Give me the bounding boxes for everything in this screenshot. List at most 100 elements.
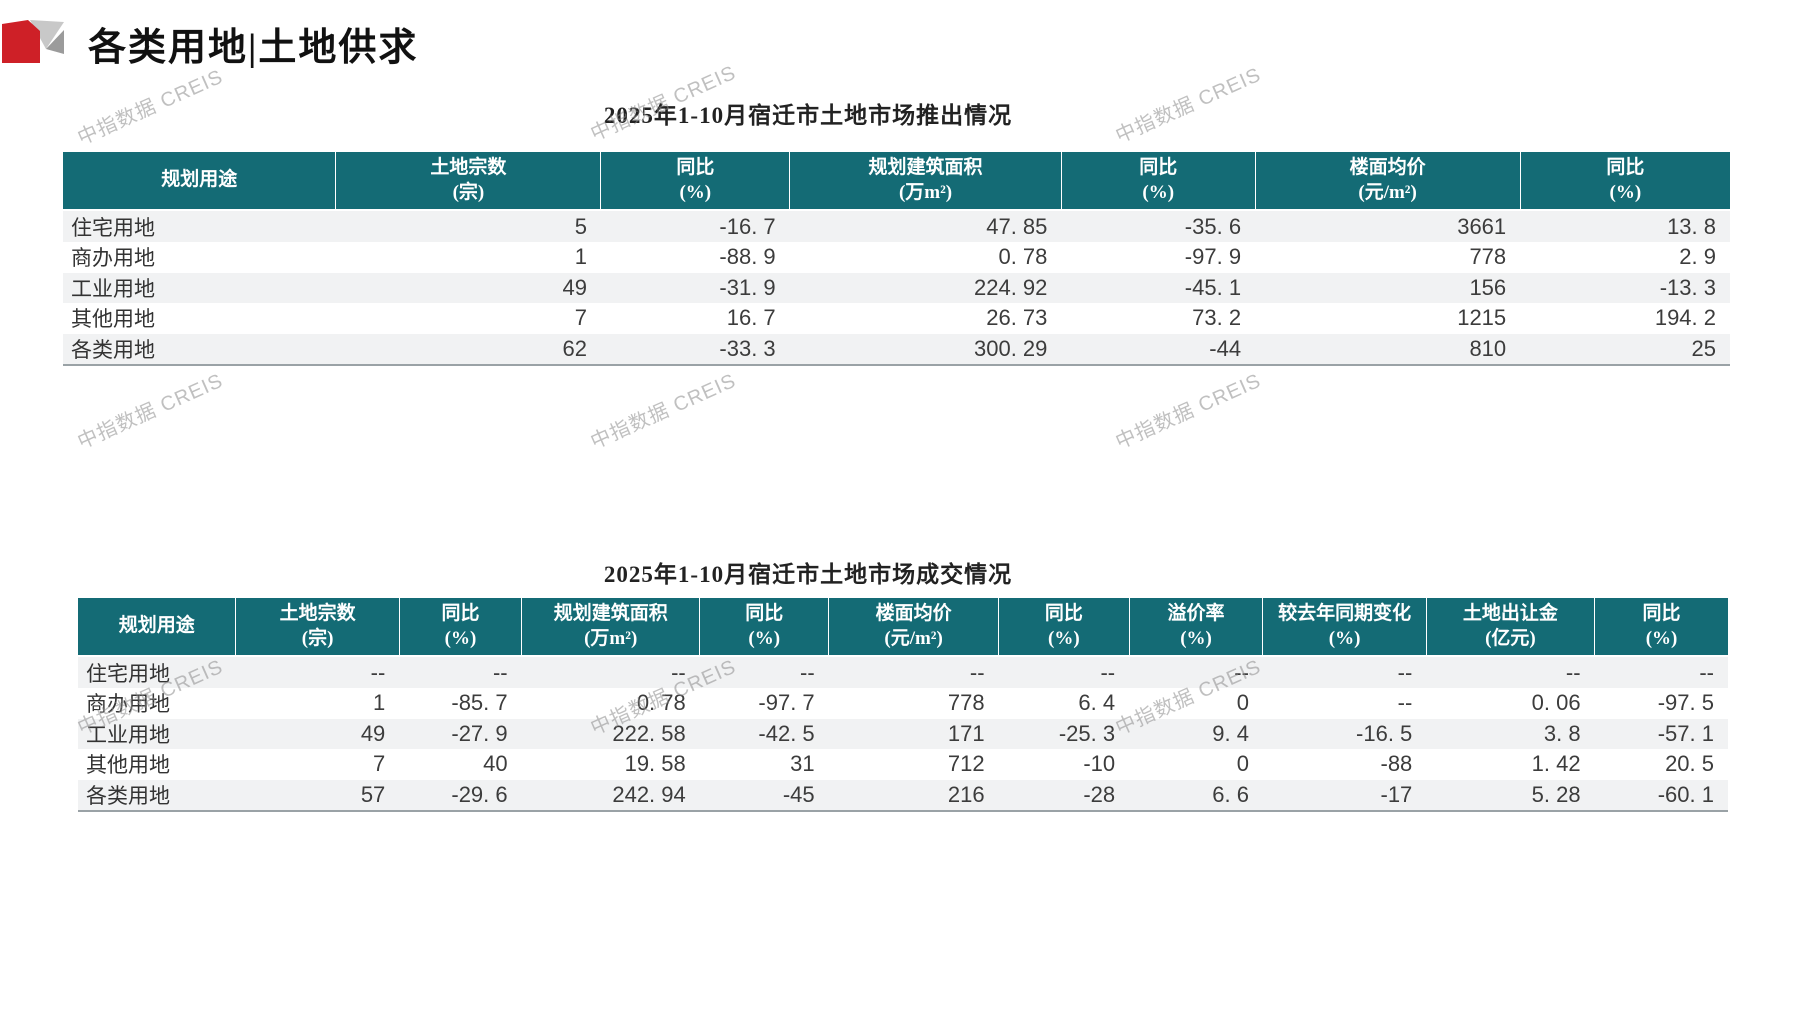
table-row: 工业用地 49 -31. 9 224. 92 -45. 1 156 -13. 3 <box>63 272 1730 304</box>
cell-value: 16. 7 <box>726 305 776 331</box>
row-label: 住宅用地 <box>78 656 236 688</box>
row-label: 各类用地 <box>63 333 336 366</box>
cell-value: 7 <box>373 751 386 777</box>
cell-value: 0. 06 <box>1531 690 1581 716</box>
cell-value: -97. 7 <box>758 690 815 716</box>
page-title: 各类用地|土地供求 <box>88 27 419 69</box>
page-header: 各类用地|土地供求 <box>0 14 900 69</box>
cell-value: 73. 2 <box>1192 305 1242 331</box>
cell-value: -- <box>1262 656 1427 688</box>
cell-value: 171 <box>828 718 999 750</box>
watermark: 中指数据 CREIS <box>1112 369 1265 454</box>
cell-value: -- <box>399 656 522 688</box>
cell-value: 1215 <box>1457 305 1507 331</box>
cell-value: 0 <box>1236 751 1249 777</box>
watermark: 中指数据 CREIS <box>587 369 740 454</box>
column-header: 同比 (%) <box>1061 152 1256 212</box>
row-label: 工业用地 <box>63 272 336 304</box>
deal-table-grid: 规划用途 土地宗数 (宗) 同比 (%) 规划建筑面积 (万m²) 同比 (%) 楼面均价 (元/m… <box>78 598 1728 813</box>
cell-value: 7 <box>574 305 587 331</box>
cell-value: -10 <box>1083 751 1116 777</box>
supply-table-title: 2025年1-10月宿迁市土地市场推出情况 <box>603 103 1013 128</box>
column-header: 规划用途 <box>78 598 237 658</box>
cell-value: 1 <box>574 244 587 270</box>
cell-value: 40 <box>483 751 508 777</box>
cell-value: 62 <box>335 333 601 366</box>
cell-value: -57. 1 <box>1594 718 1728 750</box>
column-header: 规划建筑面积 (万m²) <box>789 152 1062 212</box>
column-header: 同比 (%) <box>399 598 523 658</box>
cell-value: -16. 7 <box>600 210 790 242</box>
cell-value: -13. 3 <box>1520 272 1730 304</box>
cell-value: 0 <box>1236 690 1249 716</box>
cell-value: -- <box>235 656 400 688</box>
row-label: 其他用地 <box>86 753 170 778</box>
column-header: 土地出让金 (亿元) <box>1426 598 1596 658</box>
cell-value: -- <box>1426 656 1595 688</box>
table-row: 商办用地 1 -85. 7 0. 78 -97. 7 778 6. 4 0 -- 0. 06 -97… <box>78 688 1728 719</box>
cell-value: 57 <box>235 779 400 812</box>
cell-value: 194. 2 <box>1654 305 1716 331</box>
cell-value: 3661 <box>1255 210 1521 242</box>
cell-value: -42. 5 <box>699 718 829 750</box>
cell-value: -- <box>998 656 1130 688</box>
cell-value: 224. 92 <box>789 272 1062 304</box>
cell-value: 47. 85 <box>789 210 1062 242</box>
cell-value: 5 <box>335 210 601 242</box>
cell-value: -- <box>1397 690 1413 716</box>
column-header: 同比 (%) <box>998 598 1130 658</box>
cell-value: 712 <box>947 751 985 777</box>
cell-value: 5. 28 <box>1426 779 1595 812</box>
deal-table-title: 2025年1-10月宿迁市土地市场成交情况 <box>603 562 1013 587</box>
cell-value: 31 <box>790 751 815 777</box>
table-row: 住宅用地 -- -- -- -- -- -- -- -- -- -- <box>78 656 1728 688</box>
column-header: 较去年同期变化 (%) <box>1262 598 1427 658</box>
cell-value: 6. 4 <box>1078 690 1116 716</box>
table-row: 其他用地 7 40 19. 58 31 712 -10 0 -88 1. 42 20. 5 <box>78 749 1728 780</box>
cell-value: 9. 4 <box>1129 718 1263 750</box>
creis-logo-icon <box>2 20 64 63</box>
cell-value: 3. 8 <box>1426 718 1595 750</box>
column-header: 同比 (%) <box>600 152 791 212</box>
column-header: 溢价率 (%) <box>1129 598 1264 658</box>
deal-header-row: 规划用途 土地宗数 (宗) 同比 (%) 规划建筑面积 (万m²) 同比 (%) 楼面均价 (元/m… <box>78 598 1728 658</box>
cell-value: -85. 7 <box>451 690 508 716</box>
column-header: 规划用途 <box>63 152 337 212</box>
supply-table-grid: 规划用途 土地宗数 (宗) 同比 (%) 规划建筑面积 (万m²) 同比 (%) 楼面均价 (元/m… <box>63 152 1730 367</box>
cell-value: 0. 78 <box>998 244 1048 270</box>
cell-value: 810 <box>1255 333 1521 366</box>
cell-value: -60. 1 <box>1594 779 1728 812</box>
table-row: 各类用地 57 -29. 6 242. 94 -45 216 -28 6. 6 -17 5. 28… <box>78 779 1728 812</box>
row-label: 其他用地 <box>71 307 155 332</box>
deal-table: 规划用途 土地宗数 (宗) 同比 (%) 规划建筑面积 (万m²) 同比 (%) 楼面均价 (元/m… <box>78 598 1728 813</box>
cell-value: 242. 94 <box>521 779 700 812</box>
column-header: 同比 (%) <box>699 598 830 658</box>
table-row: 工业用地 49 -27. 9 222. 58 -42. 5 171 -25. 3 9. 4 -1… <box>78 718 1728 750</box>
cell-value: 216 <box>828 779 999 812</box>
cell-value: -25. 3 <box>998 718 1130 750</box>
table-row: 各类用地 62 -33. 3 300. 29 -44 810 25 <box>63 333 1730 366</box>
cell-value: 778 <box>1469 244 1507 270</box>
row-label: 住宅用地 <box>63 210 336 242</box>
cell-value: -- <box>828 656 999 688</box>
cell-value: 6. 6 <box>1129 779 1263 812</box>
cell-value: -- <box>1129 656 1263 688</box>
watermark: 中指数据 CREIS <box>74 369 227 454</box>
cell-value: -17 <box>1262 779 1427 812</box>
supply-table: 规划用途 土地宗数 (宗) 同比 (%) 规划建筑面积 (万m²) 同比 (%) 楼面均价 (元/m… <box>63 152 1730 367</box>
table-row: 商办用地 1 -88. 9 0. 78 -97. 9 778 2. 9 <box>63 242 1730 273</box>
table-row: 住宅用地 5 -16. 7 47. 85 -35. 6 3661 13. 8 <box>63 210 1730 242</box>
table-row: 其他用地 7 16. 7 26. 73 73. 2 1215 194. 2 <box>63 303 1730 334</box>
cell-value: 222. 58 <box>521 718 700 750</box>
cell-value: 1. 42 <box>1531 751 1581 777</box>
cell-value: -45 <box>699 779 829 812</box>
supply-header-row: 规划用途 土地宗数 (宗) 同比 (%) 规划建筑面积 (万m²) 同比 (%) 楼面均价 (元/m… <box>63 152 1730 212</box>
cell-value: -31. 9 <box>600 272 790 304</box>
column-header: 同比 (%) <box>1594 598 1728 658</box>
cell-value: -33. 3 <box>600 333 790 366</box>
cell-value: -- <box>521 656 700 688</box>
cell-value: -27. 9 <box>399 718 522 750</box>
cell-value: 19. 58 <box>624 751 686 777</box>
column-header: 土地宗数 (宗) <box>335 152 602 212</box>
